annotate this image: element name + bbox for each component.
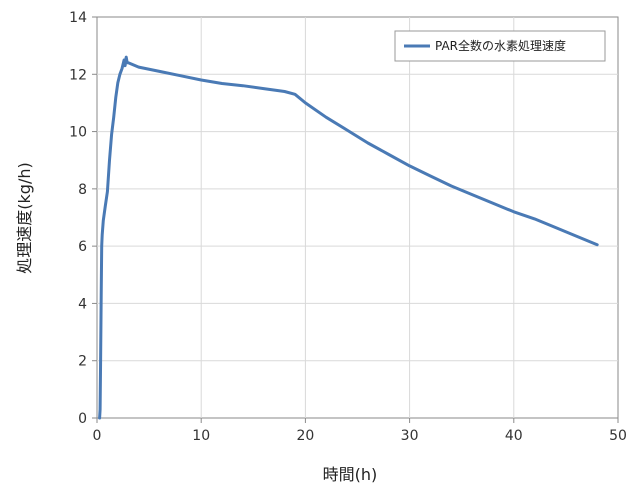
y-tick-label: 0: [78, 411, 87, 427]
x-tick-label: 40: [505, 428, 523, 444]
legend-label: PAR全数の水素処理速度: [435, 38, 566, 53]
x-tick-label: 30: [401, 428, 419, 444]
x-tick-label: 20: [296, 428, 314, 444]
y-tick-label: 6: [78, 239, 87, 255]
y-tick-label: 2: [78, 354, 87, 370]
y-gridlines: [97, 73, 618, 362]
y-axis-ticks: 0 2 4 6 8 10 12 14: [69, 10, 97, 427]
plot-area: [96, 16, 619, 419]
x-axis-ticks: 0 10 20 30 40 50: [93, 418, 627, 444]
series-layer: [98, 55, 599, 420]
y-axis-title: 処理速度(kg/h): [15, 162, 34, 273]
y-tick-label: 14: [69, 10, 87, 26]
y-tick-label: 10: [69, 125, 87, 141]
x-axis-title: 時間(h): [323, 465, 378, 484]
x-tick-label: 0: [93, 428, 102, 444]
x-tick-label: 10: [192, 428, 210, 444]
x-gridlines: [200, 17, 515, 418]
y-tick-label: 4: [78, 296, 87, 312]
legend: PAR全数の水素処理速度: [394, 30, 606, 62]
y-tick-label: 12: [69, 67, 87, 83]
series-line: [98, 55, 599, 420]
x-tick-label: 50: [609, 428, 627, 444]
y-tick-label: 8: [78, 182, 87, 198]
